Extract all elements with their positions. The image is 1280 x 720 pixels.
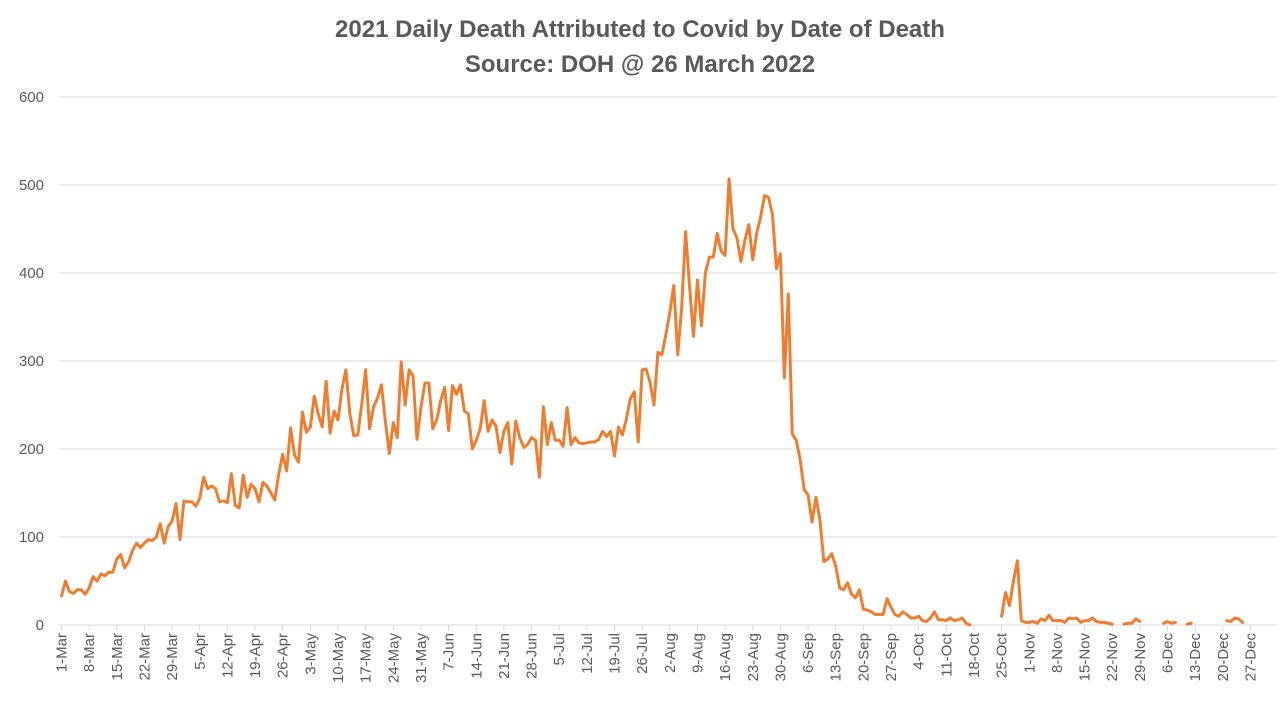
- x-tick-label: 4-Oct: [911, 632, 928, 670]
- x-tick-label: 15-Nov: [1077, 633, 1094, 682]
- y-tick-label: 600: [19, 89, 44, 106]
- x-tick-label: 27-Dec: [1242, 633, 1259, 682]
- x-tick-label: 5-Apr: [192, 633, 209, 670]
- x-tick-label: 19-Jul: [607, 633, 624, 674]
- x-tick-label: 19-Apr: [247, 633, 264, 678]
- x-tick-label: 29-Mar: [164, 633, 181, 681]
- x-tick-label: 1-Nov: [1021, 633, 1038, 674]
- x-tick-label: 20-Dec: [1215, 633, 1232, 682]
- x-tick-label: 5-Jul: [551, 633, 568, 666]
- x-tick-label: 27-Sep: [883, 633, 900, 681]
- x-tick-label: 12-Jul: [579, 633, 596, 674]
- x-tick-label: 6-Dec: [1160, 633, 1177, 674]
- x-tick-label: 20-Sep: [855, 633, 872, 681]
- x-tick-label: 1-Mar: [54, 633, 71, 672]
- x-tick-label: 28-Jun: [524, 633, 541, 679]
- x-tick-label: 24-May: [385, 633, 402, 684]
- chart-title: 2021 Daily Death Attributed to Covid by …: [335, 16, 945, 43]
- x-tick-label: 11-Oct: [938, 632, 955, 677]
- x-tick-label: 25-Oct: [994, 632, 1011, 678]
- x-tick-label: 18-Oct: [966, 632, 983, 678]
- x-tick-label: 2-Aug: [662, 633, 679, 673]
- x-tick-label: 8-Nov: [1049, 633, 1066, 674]
- x-tick-label: 21-Jun: [496, 633, 513, 679]
- x-tick-label: 7-Jun: [441, 633, 458, 671]
- x-tick-label: 22-Nov: [1104, 633, 1121, 682]
- chart-subtitle: Source: DOH @ 26 March 2022: [464, 51, 816, 78]
- x-tick-label: 13-Sep: [828, 633, 845, 681]
- series-line: [60, 177, 1245, 627]
- x-tick-label: 12-Apr: [219, 633, 236, 678]
- x-tick-label: 6-Sep: [800, 633, 817, 673]
- y-tick-label: 0: [36, 617, 44, 634]
- x-tick-label: 10-May: [330, 633, 347, 684]
- x-tick-label: 17-May: [358, 633, 375, 684]
- x-tick-label: 14-Jun: [468, 633, 485, 679]
- x-tick-label: 15-Mar: [109, 633, 126, 681]
- y-tick-label: 400: [19, 265, 44, 282]
- x-tick-label: 22-Mar: [136, 633, 153, 681]
- x-tick-label: 16-Aug: [717, 633, 734, 681]
- x-tick-label: 29-Nov: [1132, 633, 1149, 682]
- y-tick-label: 300: [19, 353, 44, 370]
- x-tick-label: 23-Aug: [745, 633, 762, 681]
- x-tick-label: 26-Jul: [634, 633, 651, 674]
- x-tick-label: 9-Aug: [689, 633, 706, 673]
- x-tick-label: 26-Apr: [275, 633, 292, 678]
- chart-title-block: 2021 Daily Death Attributed to Covid by …: [0, 12, 1280, 82]
- x-tick-label: 13-Dec: [1187, 633, 1204, 682]
- x-tick-label: 8-Mar: [81, 633, 98, 672]
- x-tick-label: 31-May: [413, 633, 430, 684]
- x-tick-label: 3-May: [302, 633, 319, 675]
- x-tick-label: 30-Aug: [772, 633, 789, 681]
- y-tick-label: 200: [19, 441, 44, 458]
- y-tick-label: 100: [19, 529, 44, 546]
- y-tick-label: 500: [19, 177, 44, 194]
